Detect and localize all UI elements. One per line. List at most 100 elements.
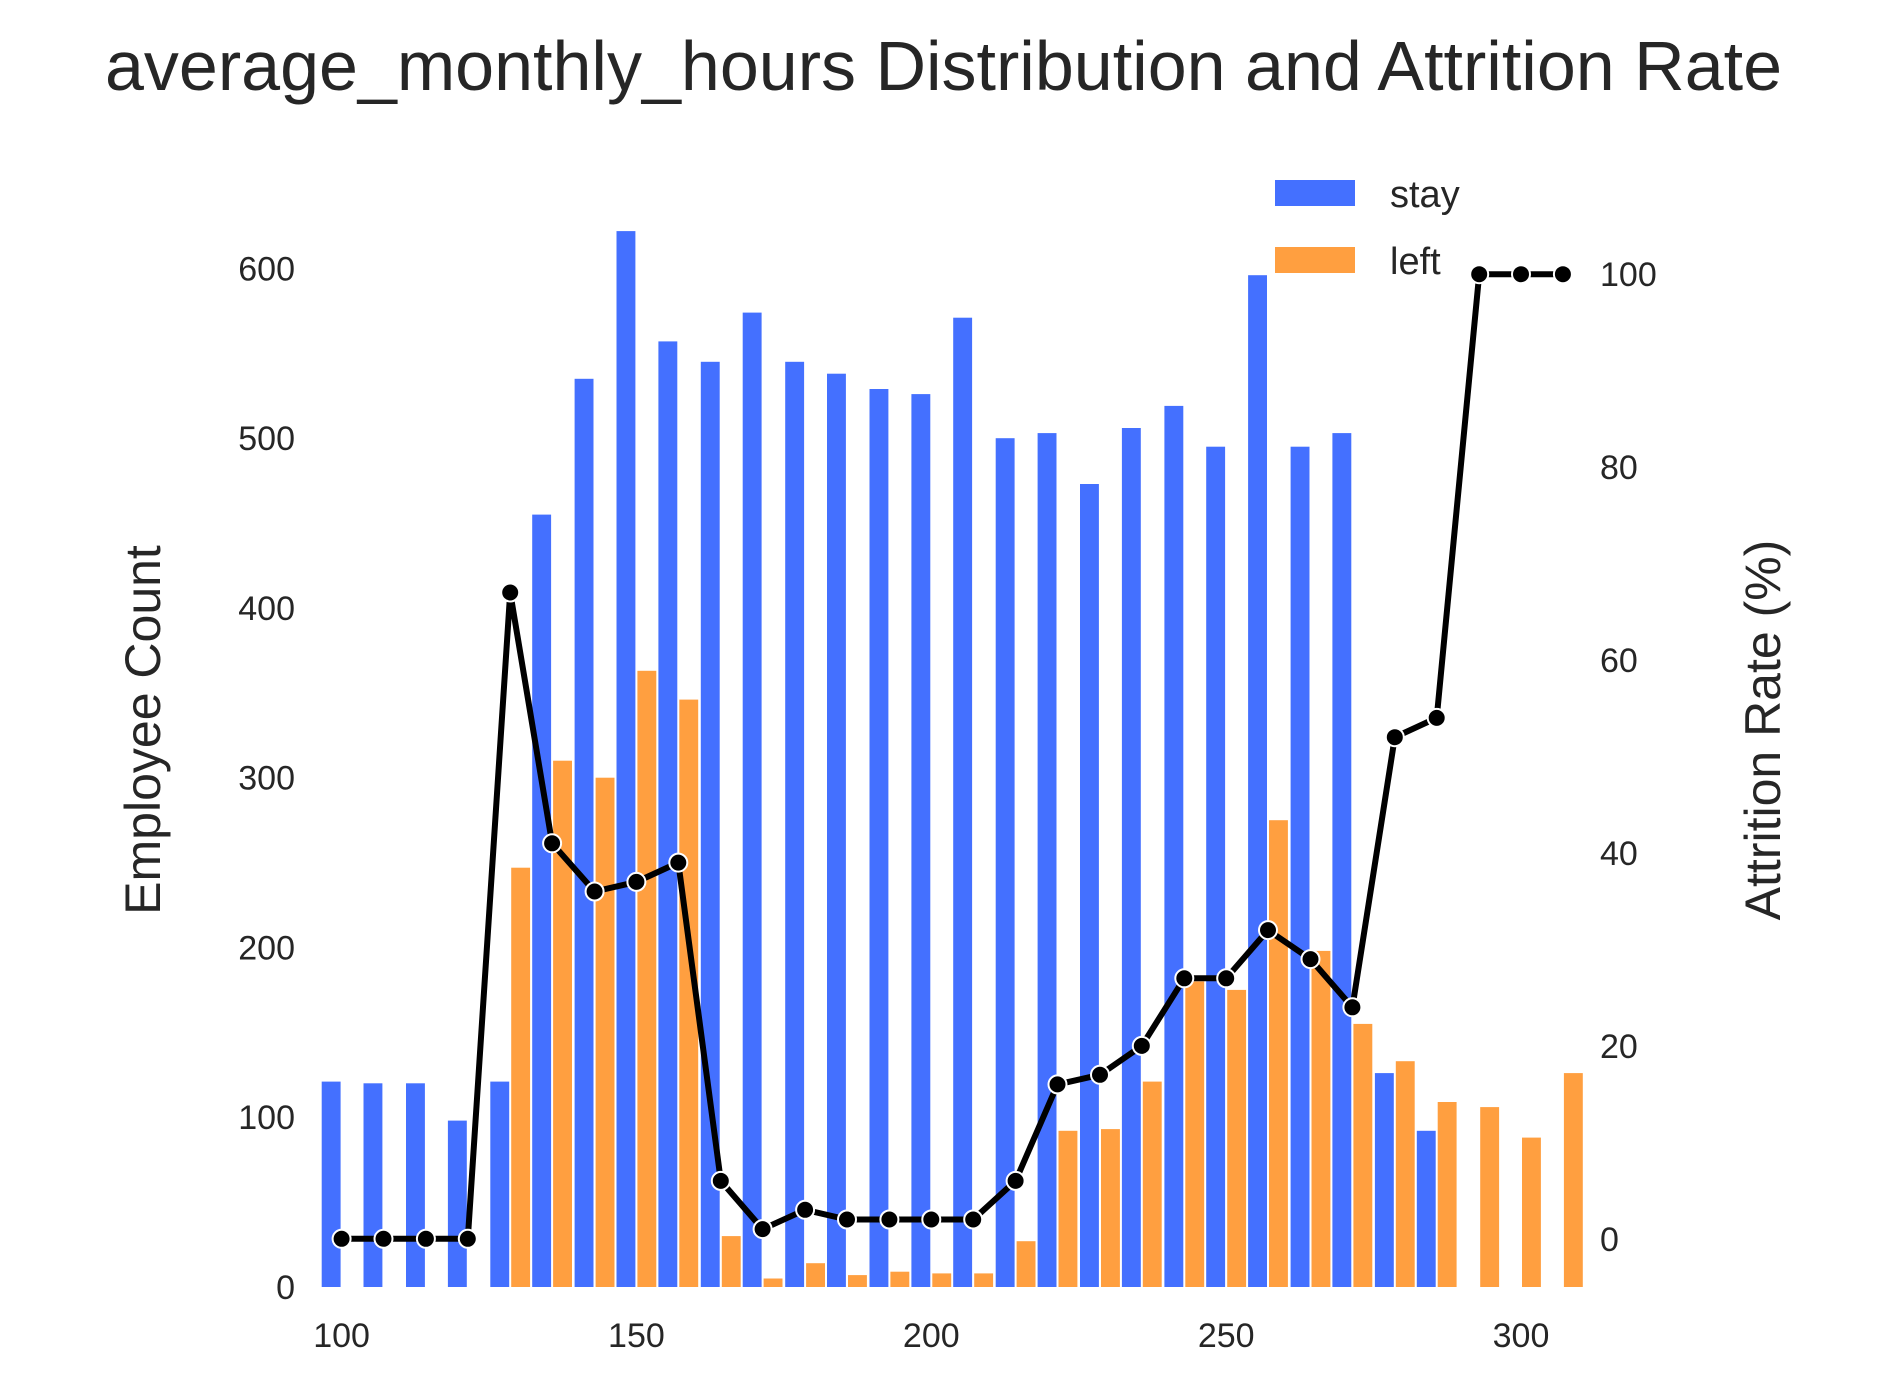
bar-left-6 [595, 777, 615, 1287]
bar-stay-6 [574, 378, 594, 1287]
attrition-point-25 [1384, 727, 1405, 748]
bar-stay-18 [1080, 484, 1099, 1287]
bar-left-20 [1185, 981, 1205, 1287]
bar-left-27 [1480, 1107, 1500, 1287]
x-tick-label-4: 300 [1493, 1317, 1550, 1355]
y2-tick-label-5: 100 [1600, 256, 1657, 294]
attrition-point-15 [963, 1209, 984, 1230]
x-tick-label-2: 200 [903, 1317, 960, 1355]
bar-left-4 [511, 867, 531, 1287]
attrition-point-21 [1216, 968, 1237, 989]
legend-swatch-left [1275, 247, 1355, 273]
bar-left-9 [721, 1236, 741, 1287]
bar-left-8 [679, 699, 699, 1287]
bar-stay-7 [616, 231, 636, 1288]
bar-left-24 [1353, 1023, 1373, 1287]
y-tick-label-3: 300 [238, 760, 295, 798]
bar-left-18 [1101, 1129, 1120, 1287]
bars-layer [321, 231, 1583, 1288]
attrition-point-28 [1511, 264, 1531, 285]
y-tick-label-2: 200 [238, 930, 295, 968]
bar-stay-20 [1164, 405, 1184, 1287]
bar-left-7 [637, 670, 657, 1287]
attrition-point-17 [1047, 1074, 1068, 1095]
bar-stay-13 [869, 389, 889, 1287]
bar-left-29 [1563, 1073, 1583, 1287]
y2-axis-ticks: 0 20 40 60 80 100 [1600, 256, 1657, 1259]
bar-left-5 [553, 760, 572, 1287]
bar-stay-10 [742, 312, 762, 1288]
bar-left-17 [1058, 1130, 1078, 1287]
bar-stay-1 [363, 1083, 383, 1287]
legend: stay left [1275, 174, 1460, 283]
y-axis-label: Employee Count [115, 545, 171, 915]
bar-stay-2 [406, 1083, 425, 1287]
bar-left-23 [1311, 950, 1331, 1287]
bar-left-26 [1437, 1102, 1457, 1287]
y-axis-ticks: 0 100 200 300 400 500 600 [238, 250, 295, 1307]
attrition-point-19 [1131, 1035, 1152, 1056]
y-tick-label-5: 500 [238, 420, 295, 458]
attrition-point-7 [626, 871, 647, 892]
y2-axis-label: Attrition Rate (%) [1735, 540, 1791, 921]
attrition-point-10 [752, 1219, 773, 1240]
y2-tick-label-1: 20 [1600, 1028, 1638, 1066]
bar-stay-14 [911, 394, 931, 1288]
x-axis-ticks: 100 150 200 250 300 [313, 1317, 1549, 1355]
x-tick-label-3: 250 [1198, 1317, 1255, 1355]
y2-tick-label-4: 80 [1600, 449, 1638, 487]
bar-left-16 [1016, 1241, 1036, 1287]
y2-tick-label-2: 40 [1600, 835, 1638, 873]
attrition-point-13 [879, 1209, 900, 1230]
bar-stay-0 [321, 1081, 341, 1287]
attrition-point-16 [1005, 1170, 1026, 1191]
bar-stay-15 [953, 317, 973, 1287]
bar-stay-17 [1037, 433, 1057, 1288]
bar-left-21 [1227, 989, 1247, 1287]
attrition-point-0 [331, 1228, 352, 1249]
bar-stay-26 [1416, 1130, 1436, 1287]
attrition-point-24 [1342, 997, 1363, 1018]
bar-stay-8 [658, 341, 678, 1287]
chart-title: average_monthly_hours Distribution and A… [104, 27, 1783, 105]
x-tick-label-0: 100 [313, 1317, 370, 1355]
attrition-point-20 [1174, 968, 1195, 989]
y-tick-label-1: 100 [238, 1099, 295, 1137]
bar-stay-5 [532, 514, 552, 1287]
legend-label-stay: stay [1390, 174, 1460, 216]
bar-left-19 [1142, 1081, 1162, 1287]
bar-stay-11 [785, 361, 805, 1287]
y-tick-label-0: 0 [276, 1269, 295, 1307]
attrition-point-4 [500, 582, 521, 603]
y2-tick-label-3: 60 [1600, 642, 1638, 680]
attrition-point-8 [668, 852, 689, 873]
attrition-point-3 [457, 1228, 478, 1249]
bar-left-10 [763, 1278, 783, 1287]
y2-tick-label-0: 0 [1600, 1221, 1619, 1259]
bar-left-28 [1522, 1137, 1541, 1287]
bar-stay-23 [1290, 446, 1310, 1287]
x-tick-label-1: 150 [608, 1317, 665, 1355]
bar-stay-21 [1206, 446, 1226, 1287]
bar-stay-16 [995, 438, 1015, 1287]
attrition-point-27 [1469, 264, 1490, 285]
attrition-point-9 [710, 1170, 731, 1191]
bar-stay-25 [1374, 1073, 1394, 1287]
legend-swatch-stay [1275, 180, 1355, 206]
bar-left-25 [1395, 1061, 1415, 1287]
bar-left-11 [806, 1263, 825, 1287]
attrition-point-23 [1300, 949, 1321, 970]
attrition-point-2 [415, 1228, 436, 1249]
attrition-point-18 [1090, 1064, 1110, 1085]
attrition-point-5 [542, 833, 563, 854]
attrition-line-layer [331, 264, 1573, 1249]
attrition-point-14 [921, 1209, 942, 1230]
attrition-point-6 [584, 881, 605, 902]
bar-stay-22 [1248, 275, 1267, 1287]
bar-left-15 [974, 1273, 994, 1287]
attrition-point-29 [1552, 264, 1573, 285]
bar-left-14 [932, 1273, 952, 1287]
bar-stay-12 [827, 373, 846, 1287]
y-tick-label-6: 600 [238, 250, 295, 288]
